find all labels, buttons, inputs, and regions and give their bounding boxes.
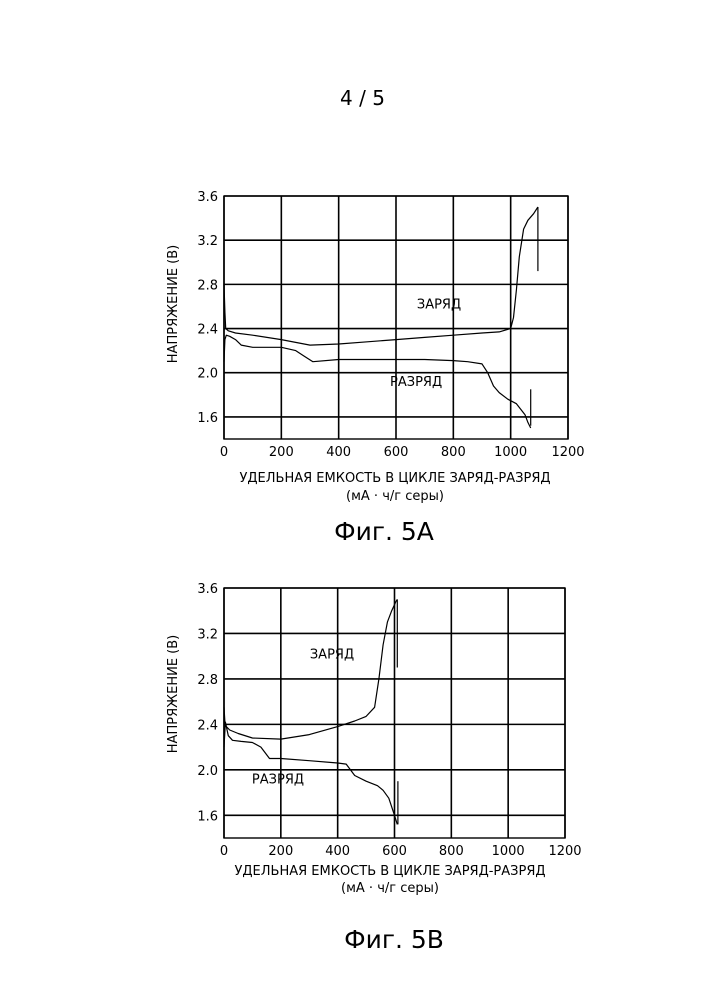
x-axis-label: УДЕЛЬНАЯ ЕМКОСТЬ В ЦИКЛЕ ЗАРЯД-РАЗРЯД: [239, 471, 550, 486]
y-tick-label: 3.2: [197, 234, 218, 249]
series-charge-line: [224, 599, 397, 739]
chart-5a: 0200400600800100012001.62.02.42.83.23.6 …: [0, 180, 725, 560]
annotation-label: РАЗРЯД: [390, 375, 442, 390]
annotation-label: ЗАРЯД: [417, 298, 461, 313]
x-axis-units: (мА · ч/г серы): [341, 881, 439, 896]
grid: [224, 196, 568, 439]
series-charge-line: [224, 207, 538, 345]
y-tick-label: 2.4: [197, 323, 218, 338]
annotations: ЗАРЯД РАЗРЯД: [252, 647, 354, 787]
y-tick-label: 2.0: [197, 764, 218, 779]
x-axis-units: (мА · ч/г серы): [346, 489, 444, 504]
x-tick-label: 200: [269, 445, 294, 460]
y-tick-label: 3.6: [197, 190, 218, 205]
x-tick-label: 600: [382, 844, 407, 859]
x-tick-label: 1000: [492, 844, 525, 859]
y-tick-label: 3.2: [197, 627, 218, 642]
figure-caption: Фиг. 5В: [344, 925, 444, 954]
x-tick-label: 1000: [494, 445, 527, 460]
figure-caption: Фиг. 5А: [334, 517, 434, 546]
x-tick-label: 800: [441, 445, 466, 460]
y-tick-label: 2.8: [197, 673, 218, 688]
grid: [224, 588, 565, 838]
x-tick-label: 0: [220, 844, 228, 859]
x-tick-label: 800: [439, 844, 464, 859]
x-tick-label: 400: [325, 844, 350, 859]
y-tick-label: 2.8: [197, 278, 218, 293]
figure-5a: 0200400600800100012001.62.02.42.83.23.6 …: [0, 180, 725, 560]
x-tick-label: 400: [326, 445, 351, 460]
y-tick-label: 1.6: [197, 411, 218, 426]
y-tick-label: 2.0: [197, 367, 218, 382]
x-tick-label: 600: [384, 445, 409, 460]
x-tick-label: 1200: [551, 445, 584, 460]
x-tick-label: 1200: [548, 844, 581, 859]
chart-5b: 0200400600800100012001.62.02.42.83.23.6 …: [0, 570, 725, 970]
x-tick-label: 200: [268, 844, 293, 859]
y-axis-label: НАПРЯЖЕНИЕ (В): [166, 245, 181, 363]
page-number: 4 / 5: [0, 86, 725, 110]
y-axis-label: НАПРЯЖЕНИЕ (В): [166, 635, 181, 753]
figure-5b: 0200400600800100012001.62.02.42.83.23.6 …: [0, 570, 725, 970]
series-discharge-line: [224, 335, 531, 428]
x-tick-label: 0: [220, 445, 228, 460]
y-tick-label: 2.4: [197, 718, 218, 733]
y-tick-label: 3.6: [197, 582, 218, 597]
annotation-label: ЗАРЯД: [310, 647, 354, 662]
tick-labels: 0 200 400 600 800 1000 1200 1.6 2.0 2.4 2.8 3.2 3.6: [197, 582, 581, 859]
y-tick-label: 1.6: [197, 809, 218, 824]
annotations: ЗАРЯД РАЗРЯД: [390, 298, 461, 390]
x-axis-label: УДЕЛЬНАЯ ЕМКОСТЬ В ЦИКЛЕ ЗАРЯД-РАЗРЯД: [234, 864, 545, 879]
annotation-label: РАЗРЯД: [252, 772, 304, 787]
